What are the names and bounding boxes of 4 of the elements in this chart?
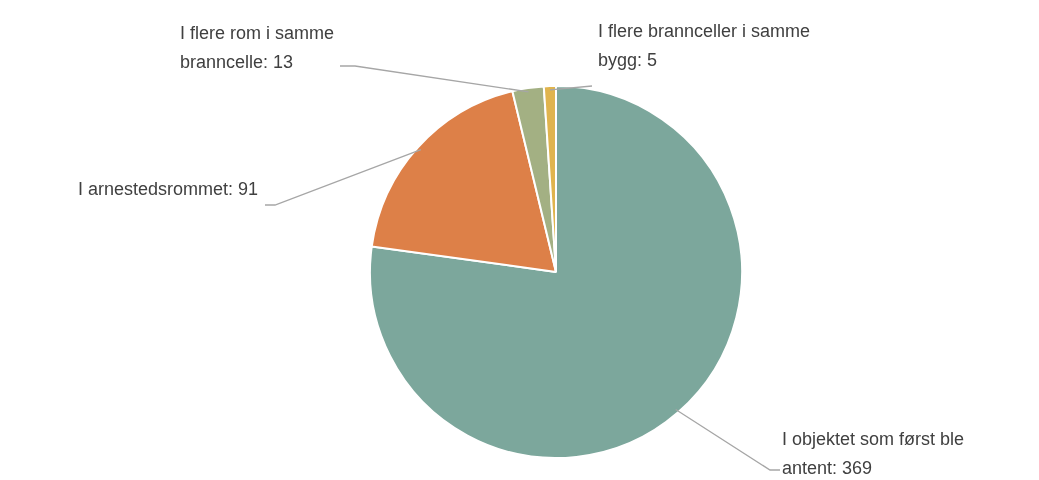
slice-label: I arnestedsrommet: 91 — [77, 178, 258, 199]
slice-label: I flere rom i samme branncelle: 13 — [180, 22, 335, 72]
slice-label: I flere brannceller i samme bygg: 5 — [598, 20, 811, 70]
slice-label: I objektet som først ble antent: 369 — [782, 428, 965, 478]
